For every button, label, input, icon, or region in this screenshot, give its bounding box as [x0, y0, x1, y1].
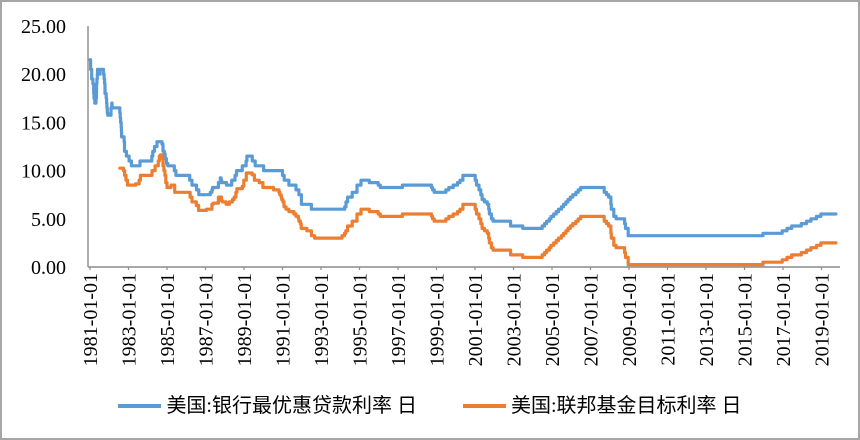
x-tick-label: 2017-01-01 [773, 273, 795, 366]
x-tick-label: 2011-01-01 [658, 273, 680, 366]
y-tick-label: 0.00 [31, 257, 66, 279]
fed-funds-target-line [118, 153, 838, 267]
x-tick-label: 2003-01-01 [504, 273, 526, 366]
y-tick-label: 10.00 [21, 161, 66, 183]
legend-label-prime-rate: 美国:银行最优惠贷款利率 日 [166, 395, 417, 417]
y-axis: 0.00 5.00 10.00 15.00 20.00 25.00 [21, 16, 89, 279]
x-tick-label: 1983-01-01 [119, 273, 141, 366]
legend-item-prime-rate: 美国:银行最优惠贷款利率 日 [118, 396, 417, 416]
legend-item-fed-funds-rate: 美国:联邦基金目标利率 日 [463, 396, 742, 416]
x-tick-label: 1985-01-01 [157, 273, 179, 366]
x-axis: 1981-01-01 1983-01-01 1985-01-01 1987-01-01… [80, 266, 840, 366]
x-tick-label: 1997-01-01 [388, 273, 410, 366]
y-tick-label: 20.00 [21, 64, 66, 86]
y-tick-label: 5.00 [31, 209, 66, 231]
x-tick-label: 1981-01-01 [80, 273, 102, 366]
x-tick-label: 1999-01-01 [427, 273, 449, 366]
x-tick-label: 1987-01-01 [196, 273, 218, 366]
x-tick-label: 1991-01-01 [273, 273, 295, 366]
x-tick-label: 2007-01-01 [581, 273, 603, 366]
prime-rate-line [88, 58, 838, 238]
x-tick-label: 2005-01-01 [542, 273, 564, 366]
x-tick-label: 2001-01-01 [465, 273, 487, 366]
x-tick-label: 2009-01-01 [619, 273, 641, 366]
fed-funds-line-swatch-icon [463, 404, 506, 408]
x-tick-label: 2019-01-01 [812, 273, 834, 366]
legend-label-fed-funds-rate: 美国:联邦基金目标利率 日 [511, 395, 742, 417]
x-tick-label: 2013-01-01 [696, 273, 718, 366]
x-tick-label: 1995-01-01 [350, 273, 372, 366]
x-tick-label: 1989-01-01 [234, 273, 256, 366]
y-tick-label: 25.00 [21, 16, 66, 38]
y-tick-label: 15.00 [21, 112, 66, 134]
plot-lines [88, 58, 838, 267]
x-tick-label: 2015-01-01 [735, 273, 757, 366]
x-tick-label: 1993-01-01 [311, 273, 333, 366]
chart-legend: 美国:银行最优惠贷款利率 日 美国:联邦基金目标利率 日 [2, 396, 858, 416]
prime-rate-line-swatch-icon [118, 404, 162, 408]
